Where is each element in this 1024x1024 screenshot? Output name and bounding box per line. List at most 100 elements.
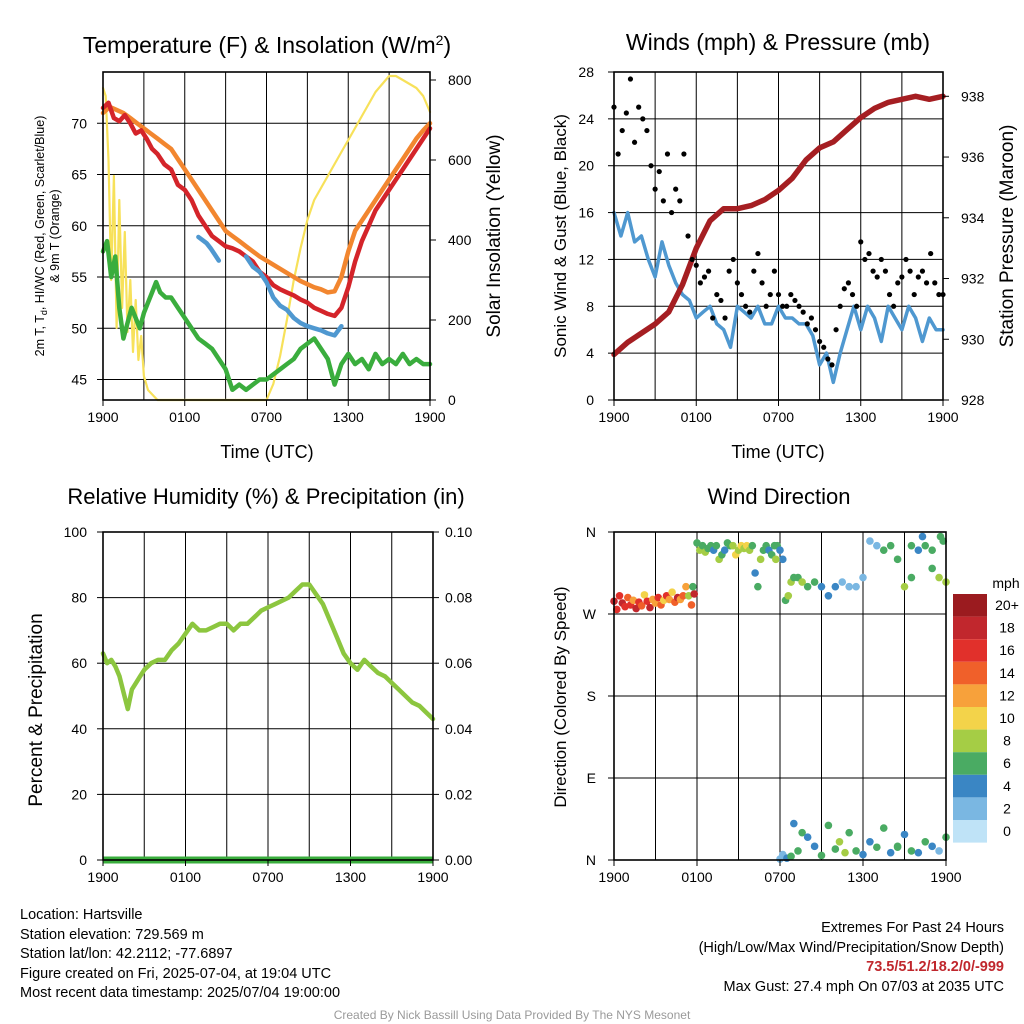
direction-point bbox=[689, 582, 697, 591]
y2-tick-label: 934 bbox=[961, 210, 985, 226]
gust-point bbox=[903, 256, 909, 263]
gust-point bbox=[726, 268, 732, 274]
direction-point bbox=[886, 541, 895, 550]
y-tick-label: 40 bbox=[71, 721, 87, 737]
gust-point bbox=[615, 151, 621, 157]
direction-point bbox=[824, 591, 833, 600]
legend-swatch bbox=[953, 752, 987, 775]
y-tick-label: 55 bbox=[71, 269, 87, 285]
speed-legend: mph 20+ 18 16 14 12 10 8 6 4 2 0 bbox=[953, 575, 1020, 843]
direction-point bbox=[776, 546, 784, 555]
extremes-title: Extremes For Past 24 Hours bbox=[821, 920, 1004, 936]
gust-point bbox=[755, 250, 761, 257]
direction-point bbox=[859, 573, 867, 582]
gust-point bbox=[701, 274, 708, 280]
y2-axis-label: Station Pressure (Maroon) bbox=[997, 125, 1018, 348]
gust-point bbox=[928, 250, 934, 257]
gust-point bbox=[631, 139, 638, 145]
legend-swatch bbox=[953, 797, 987, 820]
figure-created: Figure created on Fri, 2025-07-04, at 19… bbox=[20, 965, 332, 982]
series-td bbox=[100, 238, 433, 393]
extremes-values: 73.5/51.2/18.2/0/-999 bbox=[866, 959, 1004, 976]
y-tick-label: 20 bbox=[578, 158, 594, 174]
y-axis-label-line2: & 9m T (Orange) bbox=[48, 189, 62, 282]
x-tick-label: 1300 bbox=[847, 869, 878, 885]
series-rh bbox=[100, 582, 436, 722]
y2-tick-label: 0 bbox=[448, 392, 456, 408]
legend-label: 16 bbox=[999, 642, 1015, 658]
gust-point bbox=[747, 309, 753, 315]
gust-point bbox=[808, 315, 815, 321]
y-tick-label: 0 bbox=[79, 852, 87, 868]
gust-point bbox=[886, 291, 893, 298]
direction-point bbox=[784, 591, 793, 600]
x-tick-label: 0100 bbox=[681, 869, 712, 885]
gust-point bbox=[837, 303, 843, 309]
y-tick-label: E bbox=[587, 770, 596, 786]
direction-point bbox=[640, 591, 649, 599]
direction-point bbox=[873, 843, 881, 852]
station-elevation: Station elevation: 729.569 m bbox=[20, 926, 204, 943]
gust-point bbox=[644, 127, 650, 134]
gust-point bbox=[932, 280, 938, 286]
direction-point bbox=[835, 837, 844, 846]
x-tick-label: 0100 bbox=[169, 409, 200, 425]
y-axis-label-rest: , HI/WC (Red, Green, Scarlet/Blue) bbox=[33, 116, 47, 311]
x-tick-label: 1900 bbox=[927, 409, 958, 425]
gust-point bbox=[825, 356, 831, 362]
y2-tick-label: 932 bbox=[961, 271, 985, 287]
direction-point bbox=[914, 848, 923, 857]
direction-point bbox=[852, 582, 860, 591]
gust-point bbox=[714, 291, 720, 298]
direction-point bbox=[637, 602, 646, 610]
y2-tick-label: 0.02 bbox=[445, 786, 472, 802]
legend-title: mph bbox=[992, 575, 1019, 591]
x-axis-label: Time (UTC) bbox=[220, 442, 313, 462]
gust-point bbox=[697, 280, 703, 286]
legend-label: 0 bbox=[1003, 823, 1011, 839]
direction-point bbox=[845, 828, 853, 837]
y-tick-label: 80 bbox=[71, 590, 87, 606]
title-superscript: 2 bbox=[436, 32, 444, 48]
y2-tick-label: 930 bbox=[961, 331, 985, 347]
direction-point bbox=[817, 582, 826, 591]
y-tick-label: 28 bbox=[578, 64, 594, 80]
gust-point bbox=[718, 297, 724, 304]
gust-point bbox=[673, 186, 679, 192]
panel-3: 1900 0100 0700 1300 19000204060801000.000.02… bbox=[26, 484, 472, 885]
direction-point bbox=[790, 819, 798, 828]
direction-point bbox=[914, 546, 923, 555]
x-tick-label: 0100 bbox=[681, 409, 712, 425]
direction-point bbox=[778, 555, 787, 564]
x-tick-label: 1900 bbox=[87, 869, 118, 885]
gust-point bbox=[784, 303, 790, 309]
y-tick-label: 4 bbox=[586, 345, 594, 361]
y2-tick-label: 600 bbox=[448, 152, 472, 168]
direction-point bbox=[756, 555, 765, 564]
panel-1: 1900 0100 0700 1300 1900 45 50 55 60 65 70 0 200 400 6… bbox=[33, 32, 505, 462]
direction-point bbox=[907, 541, 916, 550]
x-tick-label: 0700 bbox=[763, 409, 794, 425]
direction-point bbox=[866, 837, 874, 846]
direction-point bbox=[935, 847, 943, 855]
y-tick-label: 65 bbox=[71, 167, 87, 183]
gust-point bbox=[821, 344, 827, 350]
direction-point bbox=[817, 851, 826, 860]
direction-point bbox=[824, 821, 833, 830]
gust-point bbox=[833, 327, 839, 333]
gust-point bbox=[891, 303, 897, 309]
panel-2: 1900 0100 0700 1300 190004812162024289289309… bbox=[551, 29, 1018, 462]
direction-point bbox=[866, 537, 874, 545]
series-9m-t bbox=[100, 104, 433, 295]
y-tick-label: N bbox=[586, 852, 596, 868]
max-gust: Max Gust: 27.4 mph On 07/03 at 2035 UTC bbox=[723, 978, 1004, 995]
y2-tick-label: 0.04 bbox=[445, 721, 472, 737]
direction-point bbox=[928, 564, 936, 573]
gust-point bbox=[911, 291, 917, 298]
credit-line: Created By Nick Bassill Using Data Provi… bbox=[333, 1008, 691, 1022]
y2-tick-label: 0.06 bbox=[445, 655, 472, 671]
direction-point bbox=[873, 541, 881, 550]
y-tick-label: 20 bbox=[71, 786, 87, 802]
gust-point bbox=[730, 256, 736, 263]
gust-point bbox=[664, 151, 671, 157]
